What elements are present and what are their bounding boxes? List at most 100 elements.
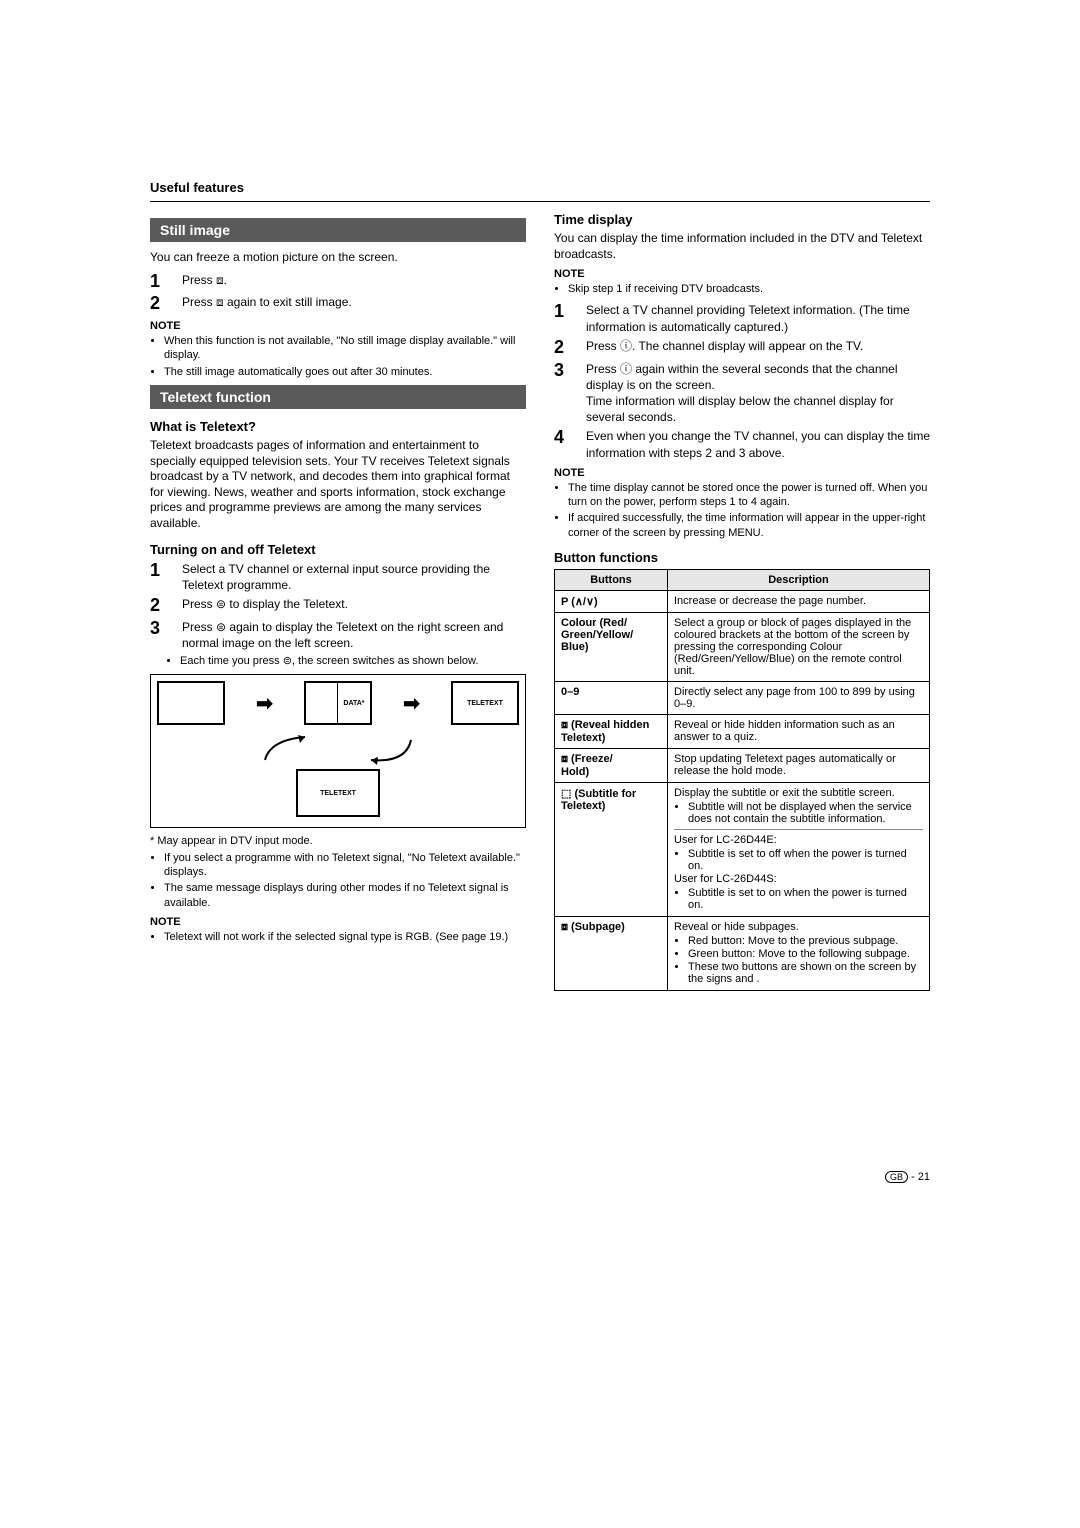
note-item: Teletext will not work if the selected s… xyxy=(164,930,526,944)
step-num: 2 xyxy=(150,294,168,314)
page: Useful features Still image You can free… xyxy=(0,0,1080,1243)
step-text: Press ⊜ to display the Teletext. xyxy=(182,596,348,616)
tv-teletext-full-icon: TELETEXT xyxy=(296,769,380,817)
step-num: 3 xyxy=(150,619,168,651)
cell-desc: Reveal or hide subpages. Red button: Mov… xyxy=(668,916,930,990)
note-head: NOTE xyxy=(554,467,930,479)
ttx-final-notes: Teletext will not work if the selected s… xyxy=(150,930,526,944)
th-description: Description xyxy=(668,569,930,590)
diagram-row xyxy=(151,731,525,767)
cell-list: Subtitle is set to on when the power is … xyxy=(674,887,923,911)
cell-button: P (∧/∨) xyxy=(555,590,668,612)
teletext-band: Teletext function xyxy=(150,385,526,409)
step: 2Press ⧈ again to exit still image. xyxy=(150,294,526,314)
step: 2Press ⊜ to display the Teletext. xyxy=(150,596,526,616)
after-diagram-list: * May appear in DTV input mode. If you s… xyxy=(150,834,526,909)
cell-subsection: User for LC-26D44E: Subtitle is set to o… xyxy=(674,829,923,911)
step-text: Press ⊜ again to display the Teletext on… xyxy=(182,619,526,651)
note-item: The still image automatically goes out a… xyxy=(164,365,526,379)
page-footer: GB - 21 xyxy=(150,1171,930,1183)
list-item: These two buttons are shown on the scree… xyxy=(688,961,923,985)
step-text: Press ⓘ. The channel display will appear… xyxy=(586,338,863,358)
table-row: ⧈ (Subpage) Reveal or hide subpages. Red… xyxy=(555,916,930,990)
turning-on-off-head: Turning on and off Teletext xyxy=(150,542,526,557)
step-text-main: Press ⓘ again within the several seconds… xyxy=(586,362,898,392)
ttx-sub-bullet: Each time you press ⊜, the screen switch… xyxy=(150,654,526,668)
step-num: 1 xyxy=(554,302,572,334)
time-notes: The time display cannot be stored once t… xyxy=(554,481,930,540)
diagram-row: ➡ DATA* ➡ TELETEXT xyxy=(151,675,525,731)
still-intro: You can freeze a motion picture on the s… xyxy=(150,250,526,266)
button-functions-head: Button functions xyxy=(554,550,930,565)
cell-desc-main: Display the subtitle or exit the subtitl… xyxy=(674,787,895,799)
columns: Still image You can freeze a motion pict… xyxy=(150,212,930,991)
asterisk-note: * May appear in DTV input mode. xyxy=(150,834,526,848)
sub-head: User for LC-26D44E: xyxy=(674,834,777,846)
step-num: 1 xyxy=(150,561,168,593)
note-head: NOTE xyxy=(150,916,526,928)
cell-button: ⧈ (Subpage) xyxy=(555,916,668,990)
table-row: ⬚ (Subtitle for Teletext) Display the su… xyxy=(555,782,930,916)
step: 3 Press ⊜ again to display the Teletext o… xyxy=(150,619,526,651)
step-text-extra: Time information will display below the … xyxy=(586,394,894,424)
step-num: 4 xyxy=(554,428,572,460)
th-buttons: Buttons xyxy=(555,569,668,590)
step-num: 2 xyxy=(554,338,572,358)
time-steps: 1 Select a TV channel providing Teletext … xyxy=(554,302,930,460)
curve-arrow-icon xyxy=(366,735,416,765)
cell-desc: Stop updating Teletext pages automatical… xyxy=(668,748,930,782)
cell-list: Red button: Move to the previous subpage… xyxy=(674,935,923,985)
data-label: DATA* xyxy=(343,700,364,707)
rule xyxy=(150,201,930,202)
still-steps: 1 Press ⧈. 2Press ⧈ again to exit still i… xyxy=(150,272,526,315)
step: 2 Press ⓘ. The channel display will appea… xyxy=(554,338,930,358)
table-row: ⧈ (Freeze/ Hold)Stop updating Teletext p… xyxy=(555,748,930,782)
step-text: Press ⧈. xyxy=(182,272,227,292)
page-number: - 21 xyxy=(911,1171,930,1183)
still-notes: When this function is not available, "No… xyxy=(150,334,526,379)
cell-desc: Increase or decrease the page number. xyxy=(668,590,930,612)
note-item: When this function is not available, "No… xyxy=(164,334,526,363)
list-item: Subtitle is set to off when the power is… xyxy=(688,848,923,872)
step-text: Select a TV channel providing Teletext i… xyxy=(586,302,930,334)
note-head: NOTE xyxy=(150,320,526,332)
time-display-head: Time display xyxy=(554,212,930,227)
cell-button: ⧈ (Freeze/ Hold) xyxy=(555,748,668,782)
step: 4Even when you change the TV channel, yo… xyxy=(554,428,930,460)
diagram-row: TELETEXT xyxy=(151,767,525,827)
list-item: Red button: Move to the previous subpage… xyxy=(688,935,923,947)
cell-list: Subtitle is set to off when the power is… xyxy=(674,848,923,872)
sub-head: User for LC-26D44S: xyxy=(674,873,777,885)
arrow-icon: ➡ xyxy=(256,691,273,716)
step: 3Press ⓘ again within the several second… xyxy=(554,361,930,426)
gb-badge: GB xyxy=(885,1171,908,1183)
tv-teletext-icon: TELETEXT xyxy=(451,681,519,725)
tv-icon xyxy=(157,681,225,725)
cell-desc-main: Reveal or hide subpages. xyxy=(674,921,799,933)
right-column: Time display You can display the time in… xyxy=(554,212,930,991)
cell-desc: Directly select any page from 100 to 899… xyxy=(668,681,930,714)
list-item: Green button: Move to the following subp… xyxy=(688,948,923,960)
cell-desc: Select a group or block of pages display… xyxy=(668,612,930,681)
sub-bullet-item: Each time you press ⊜, the screen switch… xyxy=(180,654,526,668)
teletext-label: TELETEXT xyxy=(467,700,503,707)
cell-button: ⬚ (Subtitle for Teletext) xyxy=(555,782,668,916)
curve-arrow-icon xyxy=(260,735,310,765)
note-item: Skip step 1 if receiving DTV broadcasts. xyxy=(568,282,930,296)
button-functions-table: Buttons Description P (∧/∨)Increase or d… xyxy=(554,569,930,991)
teletext-label: TELETEXT xyxy=(320,790,356,797)
ttx-steps: 1Select a TV channel or external input s… xyxy=(150,561,526,652)
cell-list: Subtitle will not be displayed when the … xyxy=(674,801,923,825)
time-top-note: Skip step 1 if receiving DTV broadcasts. xyxy=(554,282,930,296)
list-item: Subtitle will not be displayed when the … xyxy=(688,801,923,825)
cell-button: ⧈ (Reveal hidden Teletext) xyxy=(555,714,668,748)
note-item: The time display cannot be stored once t… xyxy=(568,481,930,510)
left-column: Still image You can freeze a motion pict… xyxy=(150,212,526,991)
cell-desc: Reveal or hide hidden information such a… xyxy=(668,714,930,748)
page-header: Useful features xyxy=(150,180,930,195)
what-is-teletext: What is Teletext? xyxy=(150,419,526,434)
table-row: ⧈ (Reveal hidden Teletext)Reveal or hide… xyxy=(555,714,930,748)
list-item: The same message displays during other m… xyxy=(164,881,526,910)
step-num: 1 xyxy=(150,272,168,292)
step: 1 Press ⧈. xyxy=(150,272,526,292)
